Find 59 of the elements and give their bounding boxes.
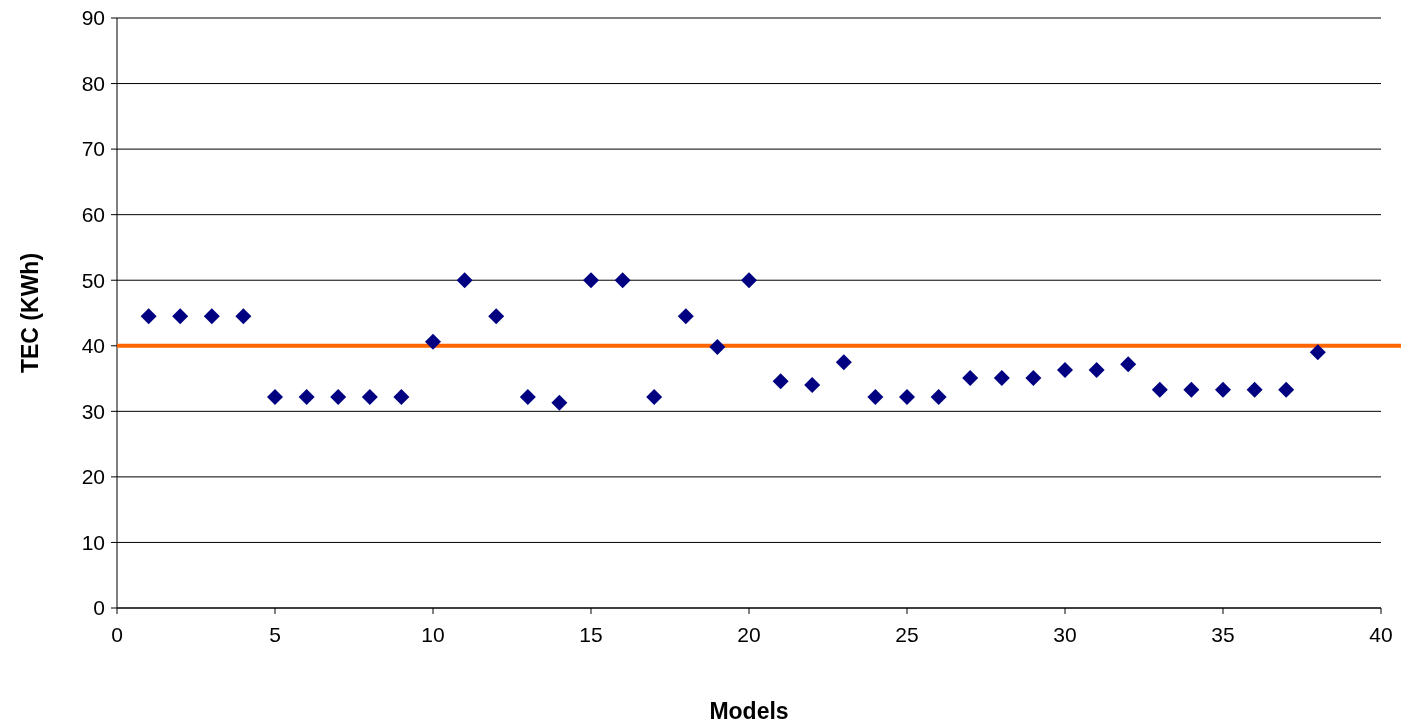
point xyxy=(867,388,884,405)
point xyxy=(646,388,663,405)
x-tick-label: 35 xyxy=(1211,623,1235,646)
point xyxy=(425,333,441,350)
point xyxy=(551,394,568,411)
x-tick-label: 30 xyxy=(1053,623,1077,646)
point xyxy=(1278,381,1295,398)
point xyxy=(1120,356,1137,373)
point xyxy=(488,308,505,325)
point xyxy=(993,369,1010,386)
y-tick-label: 90 xyxy=(81,6,105,30)
point xyxy=(456,272,473,289)
x-tick-label: 40 xyxy=(1369,623,1393,646)
point xyxy=(1088,362,1105,379)
point xyxy=(361,388,378,405)
point xyxy=(1151,381,1168,398)
y-tick-label: 0 xyxy=(93,596,105,620)
y-tick-label: 50 xyxy=(81,268,105,292)
point xyxy=(267,388,283,405)
point xyxy=(583,272,599,289)
x-tick-label: 15 xyxy=(579,623,603,646)
point xyxy=(1025,369,1042,386)
x-tick-label: 10 xyxy=(421,623,445,646)
point xyxy=(614,272,631,289)
point xyxy=(899,388,915,405)
y-tick-label: 70 xyxy=(81,137,105,161)
x-tick-label: 0 xyxy=(111,623,123,646)
x-axis-title: Models xyxy=(709,698,789,724)
x-tick-label: 20 xyxy=(737,623,761,646)
point xyxy=(1246,381,1263,398)
point xyxy=(709,339,726,356)
point xyxy=(804,377,821,394)
point xyxy=(1183,381,1200,398)
point xyxy=(772,373,789,390)
y-tick-label: 10 xyxy=(81,530,105,554)
point xyxy=(1309,344,1326,361)
point xyxy=(140,308,157,325)
point xyxy=(519,388,536,405)
point xyxy=(393,388,410,405)
y-tick-label: 40 xyxy=(81,334,105,358)
y-tick-label: 60 xyxy=(81,203,105,227)
point xyxy=(962,369,979,386)
point xyxy=(835,354,852,371)
point xyxy=(172,308,189,325)
x-tick-label: 5 xyxy=(269,623,281,646)
y-tick-label: 30 xyxy=(81,399,105,423)
y-axis-title: TEC (KWh) xyxy=(17,252,43,374)
point xyxy=(741,272,757,289)
point xyxy=(1215,381,1231,398)
point xyxy=(298,388,315,405)
y-tick-label: 20 xyxy=(81,465,105,489)
point xyxy=(1057,362,1073,379)
point xyxy=(330,388,347,405)
point xyxy=(677,308,694,325)
x-tick-label: 25 xyxy=(895,623,919,646)
point xyxy=(930,388,947,405)
point xyxy=(203,308,220,325)
point xyxy=(235,308,252,325)
y-tick-label: 80 xyxy=(81,71,105,95)
